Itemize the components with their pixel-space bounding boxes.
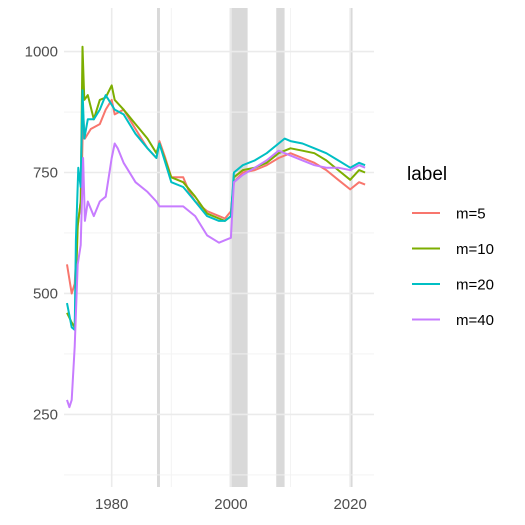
y-tick-label: 500 [33, 285, 58, 302]
shaded-period [157, 8, 160, 487]
legend: label m=5 m=10 m=20 m=40 [407, 164, 494, 329]
x-tick-label: 2000 [214, 496, 247, 513]
series-line-m=20 [66, 89, 366, 331]
x-tick-label: 2020 [333, 496, 366, 513]
gridlines [64, 8, 374, 487]
y-tick-label: 750 [33, 165, 58, 182]
shaded-period [350, 8, 353, 487]
shaded-period [276, 8, 285, 487]
legend-label-m=10: m=10 [456, 241, 494, 258]
shaded-periods [157, 8, 353, 487]
series-lines [66, 45, 366, 409]
series-line-m=40 [66, 142, 366, 409]
legend-title: label [407, 164, 447, 185]
series-line-m=10 [66, 45, 366, 329]
shaded-period [229, 8, 248, 487]
y-tick-label: 250 [33, 406, 58, 423]
axis-tick-labels: 250 500 750 1000 1980 2000 2020 [25, 44, 367, 513]
legend-label-m=20: m=20 [456, 277, 494, 294]
legend-label-m=5: m=5 [456, 206, 486, 223]
y-tick-label: 1000 [25, 44, 58, 61]
legend-label-m=40: m=40 [456, 312, 494, 329]
x-tick-label: 1980 [95, 496, 128, 513]
series-line-m=5 [66, 98, 366, 295]
